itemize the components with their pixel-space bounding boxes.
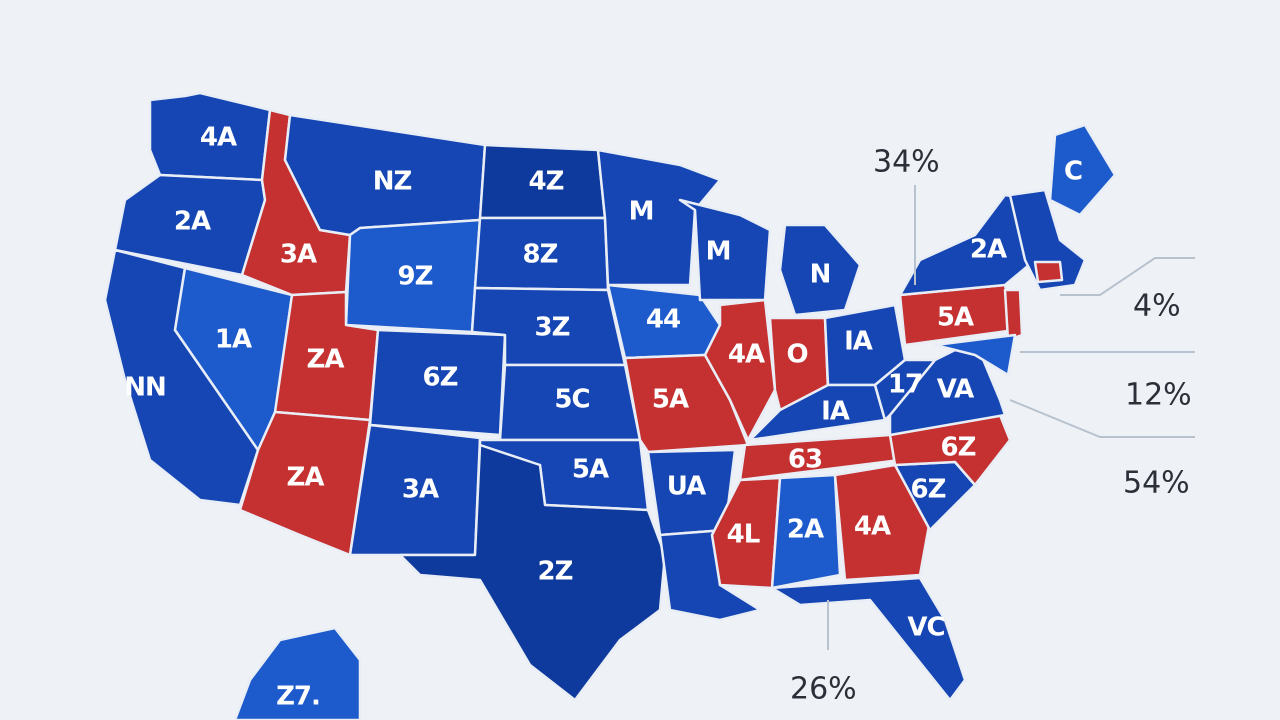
state-label-al: 2A — [787, 515, 824, 545]
state-label-ut: ZA — [307, 345, 345, 375]
state-wv[interactable] — [873, 358, 937, 422]
state-ct[interactable] — [1033, 260, 1064, 284]
state-nj[interactable] — [1003, 288, 1024, 342]
state-mi[interactable] — [778, 223, 862, 317]
state-label-wa: 4A — [200, 123, 237, 153]
callout-bottom-label: 26% — [790, 672, 857, 707]
state-label-in: O — [786, 340, 807, 370]
state-label-nd: 4Z — [529, 167, 564, 197]
callouts: 34% 4% 12% 54% 26% — [790, 145, 1195, 707]
state-label-or: 2A — [174, 207, 211, 237]
callout-right-2-label: 12% — [1125, 378, 1192, 413]
state-al[interactable] — [770, 473, 842, 590]
callout-right-3-label: 54% — [1123, 466, 1190, 501]
state-label-ok: 5A — [572, 455, 609, 485]
state-me[interactable] — [1048, 123, 1117, 217]
state-label-ia: 44 — [646, 305, 680, 335]
state-label-tx: 2Z — [538, 557, 573, 587]
state-label-ky: IA — [821, 397, 850, 427]
state-label-ms: 4L — [727, 520, 760, 550]
state-fl[interactable] — [770, 576, 967, 702]
callout-right-1-label: 4% — [1133, 289, 1181, 324]
state-ga[interactable] — [833, 463, 932, 582]
state-ak[interactable] — [233, 626, 362, 720]
state-label-nm: 3A — [402, 475, 439, 505]
state-label-mo: 5A — [652, 385, 689, 415]
state-label-ar: UA — [667, 472, 706, 502]
state-label-ne: 3Z — [535, 313, 570, 343]
state-il[interactable] — [703, 298, 777, 442]
state-label-ca: NN — [124, 373, 166, 403]
state-wy[interactable] — [344, 218, 482, 334]
state-label-ks: 5C — [554, 385, 589, 415]
states-layer — [103, 91, 1117, 720]
state-label-oh: IA — [844, 327, 873, 357]
state-label-pa: 5A — [937, 303, 974, 333]
callout-right-3-leader — [1009, 399, 1195, 438]
state-md[interactable] — [933, 333, 1017, 377]
state-ms[interactable] — [710, 476, 782, 590]
state-label-me: C — [1064, 157, 1082, 187]
state-label-nc: 6Z — [941, 433, 976, 463]
state-label-co: 6Z — [423, 363, 458, 393]
state-label-va: VA — [937, 375, 974, 405]
state-new-england[interactable] — [1008, 188, 1087, 292]
state-mn[interactable] — [596, 148, 722, 287]
state-label-az: ZA — [287, 463, 325, 493]
state-labels: 4A 2A NN 1A 3A NZ 9Z ZA ZA 6Z 3A 4Z 8Z 3Z 5C 5A 2Z M 44 5A U… — [124, 123, 1083, 712]
state-label-tn: 63 — [788, 445, 822, 475]
state-label-ak: Z7. — [276, 682, 320, 712]
state-label-wi: M — [706, 237, 731, 267]
state-label-mn: M — [629, 197, 654, 227]
state-label-wv: 17 — [888, 370, 922, 400]
callout-top-label: 34% — [873, 145, 940, 180]
state-label-mt: NZ — [373, 167, 412, 197]
callout-right-1-leader — [1060, 257, 1195, 296]
state-label-id: 3A — [280, 240, 317, 270]
state-label-wy: 9Z — [398, 262, 433, 292]
state-tx[interactable] — [398, 443, 667, 702]
state-label-mi: N — [810, 260, 831, 290]
state-label-il: 4A — [728, 340, 765, 370]
state-label-ny: 2A — [970, 235, 1007, 265]
state-label-sc: 6Z — [911, 475, 946, 505]
state-label-fl: VC — [907, 613, 944, 643]
state-label-nv: 1A — [215, 325, 252, 355]
state-label-sd: 8Z — [523, 240, 558, 270]
state-label-ga: 4A — [854, 512, 891, 542]
